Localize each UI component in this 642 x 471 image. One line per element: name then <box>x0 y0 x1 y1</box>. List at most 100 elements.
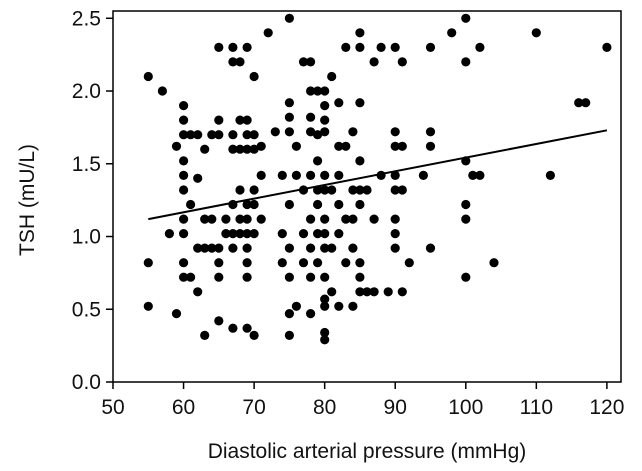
data-point <box>320 101 330 111</box>
data-point <box>376 42 386 53</box>
data-point <box>461 214 471 224</box>
data-point <box>489 258 499 268</box>
data-point <box>228 243 238 253</box>
data-point <box>475 42 485 53</box>
data-point <box>214 130 224 140</box>
data-point <box>447 28 457 38</box>
data-point <box>341 214 351 224</box>
data-point <box>214 316 224 326</box>
data-point <box>291 301 301 311</box>
data-point <box>355 156 365 166</box>
data-point <box>214 243 224 253</box>
x-tick-label: 120 <box>589 396 624 419</box>
data-point <box>306 112 316 122</box>
data-point <box>200 330 210 340</box>
data-point <box>341 258 351 268</box>
data-point <box>397 287 407 297</box>
data-point <box>143 71 153 82</box>
data-point <box>270 127 280 137</box>
data-point <box>320 327 330 338</box>
y-tick-label: 2.5 <box>72 7 101 30</box>
data-point <box>320 294 330 304</box>
data-point <box>179 272 189 282</box>
data-point <box>291 170 301 180</box>
data-point <box>355 42 365 53</box>
data-point <box>179 185 189 195</box>
data-point <box>284 13 294 23</box>
data-point <box>320 301 330 311</box>
data-point <box>348 243 358 253</box>
data-point <box>284 243 294 253</box>
data-point <box>235 57 245 67</box>
data-point <box>228 57 238 67</box>
data-point <box>369 287 379 297</box>
data-point <box>531 28 541 38</box>
data-point <box>157 86 167 96</box>
data-point <box>143 258 153 268</box>
y-tick-label: 1.0 <box>72 226 101 249</box>
data-point <box>228 130 238 140</box>
data-point <box>425 141 436 151</box>
data-point <box>461 272 471 282</box>
data-point <box>242 258 252 268</box>
data-point <box>207 243 217 253</box>
data-point <box>334 170 344 180</box>
data-point <box>461 13 471 23</box>
data-point <box>228 323 238 333</box>
data-point <box>207 214 217 224</box>
data-point <box>242 144 252 154</box>
y-tick-label: 0.0 <box>72 371 101 394</box>
data-point <box>228 144 238 154</box>
data-point <box>348 301 358 311</box>
data-point <box>390 185 400 195</box>
data-point <box>249 199 259 210</box>
data-point <box>390 141 400 151</box>
data-point <box>475 170 485 180</box>
x-tick-label: 110 <box>520 396 553 419</box>
data-point <box>143 301 153 311</box>
data-point <box>164 229 174 239</box>
data-point <box>277 170 287 180</box>
data-point <box>179 130 189 140</box>
data-point <box>390 243 400 253</box>
data-point <box>327 243 337 253</box>
data-point <box>320 86 330 96</box>
data-point <box>242 214 252 224</box>
y-axis-label: TSH (mU/L) <box>16 144 39 256</box>
data-point <box>228 229 238 239</box>
data-point <box>193 130 203 140</box>
data-point <box>320 229 330 239</box>
data-point <box>320 170 330 180</box>
data-point <box>348 214 358 224</box>
plot-area-frame <box>112 10 622 383</box>
data-point <box>320 243 330 253</box>
data-point <box>242 42 252 53</box>
data-point <box>249 144 259 154</box>
data-point <box>193 243 203 253</box>
data-point <box>242 272 252 282</box>
x-tick-label: 90 <box>384 396 407 419</box>
data-point <box>179 214 189 224</box>
data-point <box>390 214 400 224</box>
data-point <box>249 130 259 140</box>
data-point <box>313 156 323 166</box>
data-point <box>298 258 309 268</box>
data-point <box>284 199 294 210</box>
data-point <box>242 199 252 210</box>
data-point <box>298 57 309 67</box>
data-point <box>327 71 337 82</box>
data-point <box>221 229 231 239</box>
data-point <box>320 127 330 137</box>
data-point <box>200 144 210 154</box>
data-point <box>320 115 330 125</box>
data-point <box>242 323 252 333</box>
x-tick-label: 50 <box>101 396 124 419</box>
data-point <box>284 98 294 108</box>
data-point <box>320 185 330 195</box>
data-point <box>284 309 294 319</box>
data-point <box>186 130 196 140</box>
x-tick-label: 100 <box>448 396 483 419</box>
data-point <box>348 185 358 195</box>
data-point <box>256 141 266 151</box>
